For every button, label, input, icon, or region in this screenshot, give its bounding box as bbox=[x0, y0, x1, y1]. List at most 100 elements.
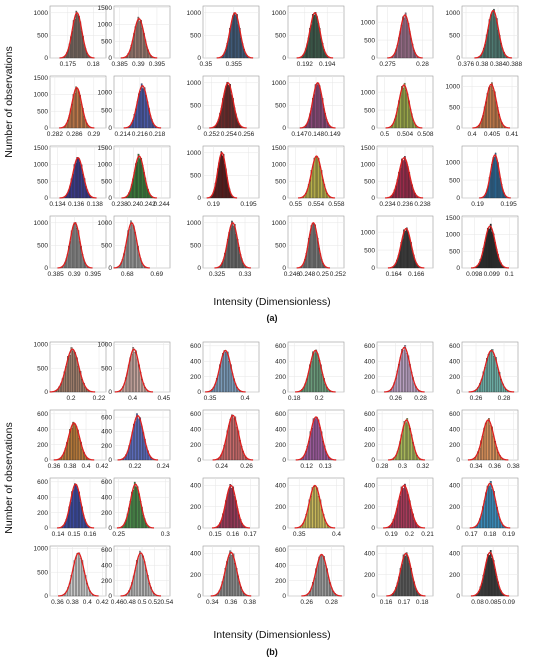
y-tick-label: 400 bbox=[275, 358, 286, 365]
y-tick-label: 500 bbox=[190, 173, 201, 180]
y-tick-label: 400 bbox=[449, 426, 460, 433]
x-tick-label: 0.236 bbox=[397, 201, 414, 208]
fitted-normal-curve bbox=[113, 222, 150, 269]
y-tick-label: 1000 bbox=[98, 342, 113, 349]
x-tick-label: 0.26 bbox=[240, 463, 253, 470]
histogram-bar bbox=[401, 349, 403, 393]
histogram-bar bbox=[137, 418, 140, 461]
histogram-bar bbox=[235, 233, 237, 269]
histogram-subplot: 0 500 1000 0.385 0.39 0.395 bbox=[34, 215, 107, 278]
histogram-subplot: 0 500 1000 1500 0.385 0.39 0.395 bbox=[98, 5, 171, 68]
y-tick-label: 400 bbox=[364, 426, 375, 433]
histogram-bar bbox=[489, 550, 492, 597]
y-tick-label: 0 bbox=[108, 593, 112, 600]
y-tick-label: 200 bbox=[275, 374, 286, 381]
histogram-bar bbox=[404, 230, 407, 269]
histogram-bar bbox=[488, 485, 491, 529]
histogram-bar bbox=[227, 489, 230, 529]
histogram-bar bbox=[486, 485, 489, 529]
histogram-bar bbox=[489, 351, 492, 393]
histogram-bar bbox=[324, 565, 327, 597]
y-tick-label: 0 bbox=[371, 55, 375, 62]
histogram-bar bbox=[231, 220, 233, 269]
histogram-bar bbox=[140, 554, 143, 597]
y-tick-label: 600 bbox=[37, 479, 48, 486]
y-tick-label: 0 bbox=[44, 525, 48, 532]
histogram-bar bbox=[406, 20, 408, 59]
panel-a-xlabel: Intensity (Dimensionless) bbox=[213, 296, 330, 308]
y-tick-label: 500 bbox=[37, 243, 48, 250]
histogram-bar bbox=[403, 82, 406, 129]
histogram-bar bbox=[313, 486, 316, 529]
fitted-normal-curve bbox=[212, 484, 250, 529]
fitted-normal-curve bbox=[114, 348, 153, 393]
x-tick-label: 0.395 bbox=[149, 61, 166, 68]
fitted-normal-curve bbox=[470, 551, 510, 597]
histogram-bar bbox=[73, 423, 76, 461]
x-tick-label: 0.21 bbox=[421, 531, 434, 538]
y-tick-label: 500 bbox=[364, 247, 375, 254]
y-tick-label: 0 bbox=[44, 457, 48, 464]
y-tick-label: 400 bbox=[37, 426, 48, 433]
y-tick-label: 400 bbox=[190, 426, 201, 433]
histogram-bar bbox=[74, 352, 77, 393]
x-tick-label: 0.48 bbox=[123, 599, 136, 606]
histogram-bar bbox=[75, 162, 77, 199]
histogram-bar bbox=[141, 28, 144, 59]
histogram-bar bbox=[312, 166, 314, 199]
histogram-bar bbox=[318, 427, 321, 461]
x-tick-label: 0.38 bbox=[66, 599, 79, 606]
histogram-bar bbox=[313, 224, 315, 269]
histogram-subplot: 0 200 400 0.34 0.36 0.38 bbox=[190, 545, 260, 606]
y-tick-label: 200 bbox=[190, 572, 201, 579]
y-tick-label: 1000 bbox=[187, 150, 202, 157]
x-tick-label: 0.15 bbox=[209, 531, 222, 538]
x-tick-label: 0.38 bbox=[243, 599, 256, 606]
fitted-normal-curve bbox=[117, 414, 158, 461]
x-tick-label: 0.4 bbox=[240, 395, 249, 402]
histogram-bar bbox=[491, 11, 494, 59]
histogram-bar bbox=[74, 483, 76, 529]
histogram-bar bbox=[136, 359, 139, 393]
y-tick-label: 500 bbox=[37, 178, 48, 185]
y-tick-label: 1000 bbox=[446, 84, 461, 91]
histogram-bar bbox=[139, 550, 141, 597]
x-tick-label: 0.55 bbox=[289, 201, 302, 208]
histogram-subplot: 0 200 400 600 0.26 0.28 bbox=[275, 545, 345, 606]
x-tick-label: 0.244 bbox=[153, 201, 170, 208]
histogram-bar bbox=[318, 85, 321, 129]
x-tick-label: 0.1 bbox=[505, 271, 514, 278]
histogram-bar bbox=[315, 234, 318, 269]
x-tick-label: 0.22 bbox=[129, 463, 142, 470]
fitted-normal-curve bbox=[383, 484, 425, 529]
histogram-bar bbox=[72, 421, 75, 461]
histogram-subplot: 0 200 400 0.35 0.4 bbox=[275, 477, 345, 538]
y-tick-label: 0 bbox=[44, 265, 48, 272]
histogram-bar bbox=[136, 23, 138, 59]
y-tick-label: 0 bbox=[282, 265, 286, 272]
fitted-normal-curve bbox=[295, 349, 336, 393]
fitted-normal-curve bbox=[210, 551, 252, 597]
histogram-bar bbox=[487, 354, 490, 393]
y-tick-label: 1500 bbox=[446, 215, 461, 222]
y-tick-label: 400 bbox=[364, 551, 375, 558]
histogram-bar bbox=[230, 555, 233, 597]
x-tick-label: 0.26 bbox=[300, 599, 313, 606]
y-tick-label: 500 bbox=[449, 177, 460, 184]
histogram-bar bbox=[314, 486, 317, 529]
y-tick-label: 600 bbox=[449, 411, 460, 418]
histogram-bar bbox=[311, 427, 314, 461]
y-tick-label: 0 bbox=[108, 389, 112, 396]
histogram-bar bbox=[321, 555, 324, 597]
histogram-bar bbox=[224, 164, 226, 199]
y-tick-label: 0 bbox=[44, 593, 48, 600]
x-tick-label: 0.34 bbox=[206, 599, 219, 606]
panel-b-caption: (b) bbox=[266, 647, 278, 657]
histogram-bar bbox=[399, 167, 402, 199]
histogram-subplot: 0 200 400 600 0.35 0.4 bbox=[190, 341, 260, 402]
x-tick-label: 0.5 bbox=[380, 131, 389, 138]
y-tick-label: 0 bbox=[282, 389, 286, 396]
histogram-bar bbox=[230, 23, 233, 59]
histogram-bar bbox=[317, 419, 320, 461]
